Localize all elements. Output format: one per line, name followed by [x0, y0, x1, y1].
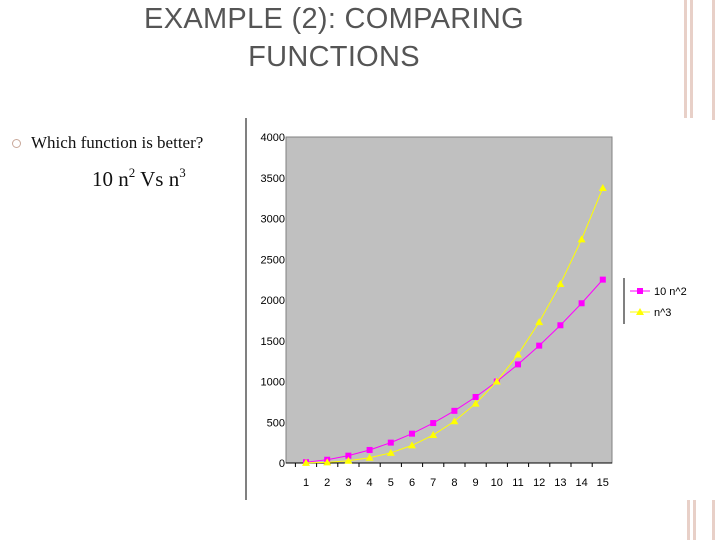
data-point-1	[598, 183, 607, 191]
data-point-1	[386, 448, 395, 456]
x-tick-label: 11	[512, 477, 523, 489]
y-tick-label: 3000	[261, 214, 285, 226]
data-point-0	[599, 276, 606, 283]
legend-marker-1	[636, 308, 644, 315]
x-tick-label: 7	[430, 477, 436, 489]
y-tick-label: 2000	[261, 295, 285, 307]
frame-line-top-right-3	[712, 0, 715, 120]
formula-exp1: 2	[128, 165, 136, 180]
x-tick-label: 1	[303, 477, 309, 489]
formula-exp2: 3	[179, 165, 186, 180]
x-tick-label: 2	[324, 477, 330, 489]
data-point-1	[429, 431, 438, 439]
frame-line-bottom-right-1	[687, 500, 690, 540]
frame-line-bottom-right-3	[712, 500, 715, 540]
formula-vs: Vs n	[135, 167, 180, 191]
frame-line-top-right-1	[684, 0, 687, 118]
data-point-1	[302, 458, 310, 466]
data-point-0	[515, 361, 521, 368]
frame-line-top-right-2	[690, 0, 693, 118]
data-point-0	[409, 430, 415, 437]
y-tick-label: 1000	[261, 377, 285, 389]
y-tick-label: 4000	[261, 132, 285, 144]
legend-marker-0	[637, 288, 643, 294]
x-tick-label: 9	[473, 477, 479, 489]
x-tick-label: 3	[345, 477, 351, 489]
x-tick-label: 10	[491, 477, 503, 489]
bullet-circle-icon	[12, 139, 21, 148]
y-tick-label: 2500	[261, 254, 285, 266]
y-tick-label: 3500	[261, 173, 285, 185]
legend-label: n^3	[654, 307, 671, 319]
data-point-1	[556, 279, 565, 287]
x-tick-label: 14	[575, 477, 587, 489]
y-tick-label: 0	[279, 458, 285, 470]
slide-title-line2: FUNCTIONS	[248, 41, 420, 73]
y-tick-label: 500	[267, 417, 285, 429]
x-tick-label: 12	[533, 477, 545, 489]
data-point-0	[578, 300, 585, 307]
data-point-0	[387, 439, 394, 446]
x-tick-label: 8	[451, 477, 457, 489]
data-point-1	[492, 377, 501, 385]
x-tick-label: 5	[388, 477, 394, 489]
data-point-0	[536, 342, 543, 349]
formula-coef: 10 n	[92, 167, 129, 191]
data-point-0	[430, 420, 437, 427]
data-point-0	[366, 446, 373, 453]
data-point-0	[345, 452, 352, 459]
data-point-1	[408, 441, 416, 449]
data-point-0	[451, 407, 458, 414]
data-point-1	[344, 456, 353, 464]
data-point-1	[535, 318, 544, 326]
slide-title-line1: EXAMPLE (2): COMPARING	[144, 3, 524, 35]
formula: 10 n2 Vs n3	[92, 165, 186, 192]
frame-line-bottom-right-2	[693, 500, 696, 540]
data-point-1	[365, 453, 374, 461]
data-point-1	[471, 399, 480, 407]
data-point-0	[557, 322, 564, 329]
legend-label: 10 n^2	[654, 286, 687, 298]
data-point-0	[472, 393, 479, 400]
x-tick-label: 13	[554, 477, 566, 489]
x-tick-label: 6	[409, 477, 415, 489]
data-point-1	[450, 417, 459, 425]
x-tick-label: 15	[597, 477, 609, 489]
slide-title: EXAMPLE (2): COMPARING FUNCTIONS	[40, 0, 628, 76]
data-point-1	[577, 235, 586, 243]
bullet-text: Which function is better?	[31, 133, 204, 152]
data-point-1	[323, 458, 332, 466]
x-tick-label: 4	[367, 477, 373, 489]
y-tick-label: 1500	[261, 336, 285, 348]
data-point-1	[514, 350, 522, 358]
